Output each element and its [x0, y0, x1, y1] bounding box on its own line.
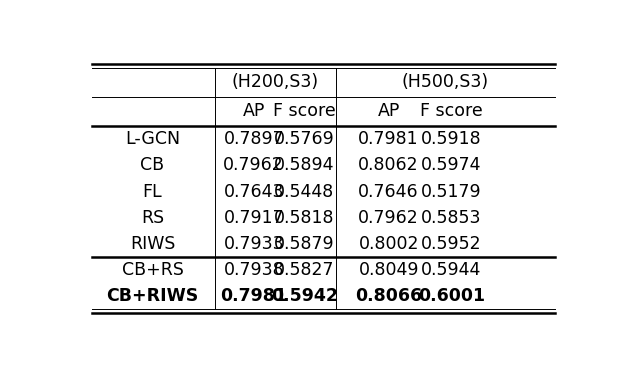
Text: 0.7938: 0.7938: [223, 261, 284, 279]
Text: 0.5179: 0.5179: [421, 183, 481, 201]
Text: (H200,S3): (H200,S3): [232, 73, 319, 91]
Text: RIWS: RIWS: [130, 235, 175, 253]
Text: 0.7981: 0.7981: [220, 287, 287, 305]
Text: 0.5894: 0.5894: [274, 156, 335, 174]
Text: F score: F score: [420, 102, 483, 120]
Text: 0.7962: 0.7962: [223, 156, 284, 174]
Text: 0.7917: 0.7917: [223, 209, 284, 227]
Text: CB+RIWS: CB+RIWS: [106, 287, 198, 305]
Text: 0.6001: 0.6001: [418, 287, 485, 305]
Text: RS: RS: [141, 209, 164, 227]
Text: 0.5944: 0.5944: [421, 261, 481, 279]
Text: 0.5952: 0.5952: [421, 235, 481, 253]
Text: CB+RS: CB+RS: [121, 261, 183, 279]
Text: 0.7643: 0.7643: [223, 183, 284, 201]
Text: CB: CB: [141, 156, 165, 174]
Text: 0.7933: 0.7933: [223, 235, 284, 253]
Text: 0.8049: 0.8049: [358, 261, 419, 279]
Text: 0.5974: 0.5974: [421, 156, 481, 174]
Text: 0.5827: 0.5827: [274, 261, 335, 279]
Text: 0.5942: 0.5942: [271, 287, 338, 305]
Text: 0.5769: 0.5769: [274, 130, 335, 148]
Text: 0.7962: 0.7962: [358, 209, 419, 227]
Text: 0.5879: 0.5879: [274, 235, 335, 253]
Text: AP: AP: [243, 102, 265, 120]
Text: FL: FL: [142, 183, 162, 201]
Text: 0.5818: 0.5818: [274, 209, 335, 227]
Text: 0.8062: 0.8062: [358, 156, 419, 174]
Text: F score: F score: [273, 102, 336, 120]
Text: 0.8002: 0.8002: [358, 235, 419, 253]
Text: 0.8066: 0.8066: [355, 287, 422, 305]
Text: L-GCN: L-GCN: [125, 130, 180, 148]
Text: 0.7897: 0.7897: [223, 130, 284, 148]
Text: 0.5448: 0.5448: [274, 183, 335, 201]
Text: (H500,S3): (H500,S3): [402, 73, 489, 91]
Text: 0.5918: 0.5918: [421, 130, 481, 148]
Text: 0.5853: 0.5853: [421, 209, 481, 227]
Text: 0.7981: 0.7981: [358, 130, 419, 148]
Text: AP: AP: [378, 102, 400, 120]
Text: 0.7646: 0.7646: [358, 183, 419, 201]
